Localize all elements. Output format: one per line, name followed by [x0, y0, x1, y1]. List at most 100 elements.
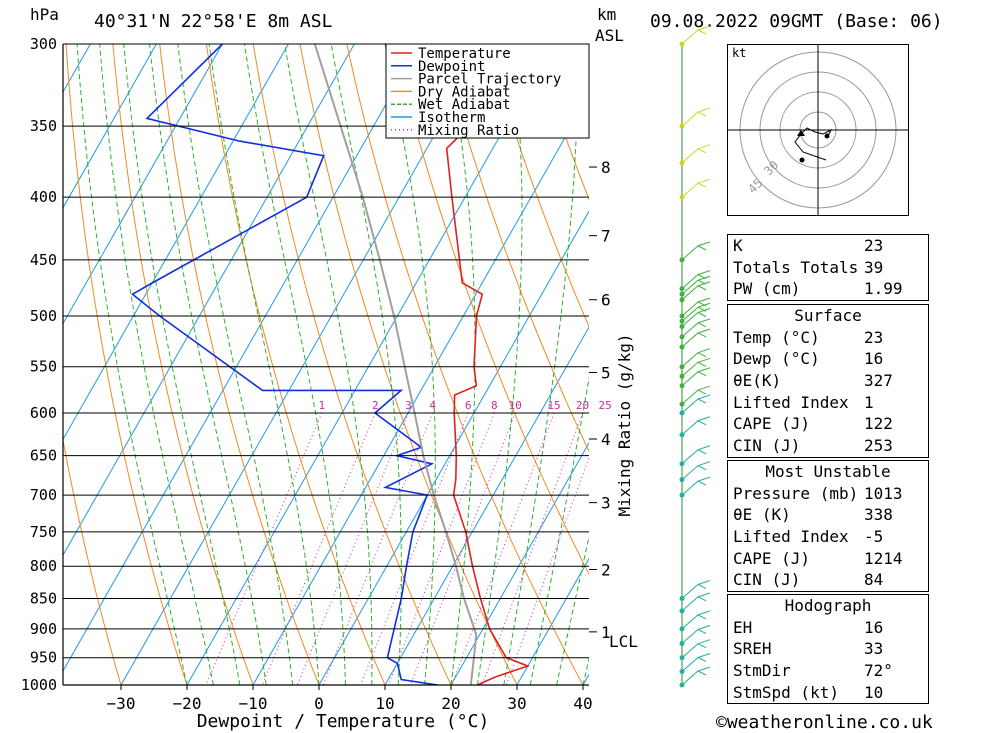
wind-barb	[681, 592, 711, 612]
pressure-tick-label: 850	[30, 589, 57, 607]
pressure-tick-label: 450	[30, 251, 57, 269]
wind-barb	[681, 385, 711, 405]
wind-barb	[681, 107, 711, 127]
pressure-tick-label: 950	[30, 649, 57, 667]
hodo-row: EH 16	[733, 617, 884, 637]
wind-barb	[681, 625, 711, 644]
surface-row: Dewp (°C) 16	[733, 349, 884, 369]
legend-entry: Temperature	[418, 46, 511, 62]
legend-entry: Dewpoint	[418, 59, 485, 75]
wind-barbs	[679, 25, 711, 688]
isotherm-line	[63, 44, 223, 325]
km-label: km	[597, 5, 617, 24]
x-tick-label: −30	[107, 694, 136, 713]
mu-row: Lifted Index -5	[733, 527, 884, 547]
x-tick-label: 10	[375, 694, 394, 713]
wind-barb	[681, 297, 711, 317]
mixing-ratio-line	[409, 412, 516, 685]
wind-barb	[681, 348, 711, 368]
hodo-row: SREH 33	[733, 639, 884, 659]
wet-adiabat-line	[284, 44, 373, 685]
pressure-tick-label: 400	[30, 188, 57, 206]
mixing-ratio-label: 1	[319, 399, 326, 412]
dewpoint-line	[131, 44, 438, 685]
wet-adiabat-line	[476, 44, 523, 685]
wind-barb	[681, 394, 711, 414]
legend-entry: Mixing Ratio	[418, 123, 519, 139]
wind-barb	[681, 318, 711, 338]
wet-adiabat-line	[330, 44, 402, 685]
wet-adiabat-line	[556, 534, 589, 685]
wet-adiabat-line	[123, 44, 241, 685]
mu-row: CIN (J) 84	[733, 570, 884, 590]
wind-barb	[681, 275, 711, 295]
credit-link[interactable]: ©weatheronline.co.uk	[716, 712, 933, 733]
wet-adiabat-line	[384, 44, 436, 685]
surface-row: Temp (°C) 23	[733, 327, 884, 347]
wind-barb	[681, 367, 711, 387]
dry-adiabat-line	[159, 44, 320, 685]
wind-barb	[681, 302, 711, 322]
mixing-ratio-label: 6	[465, 399, 472, 412]
pressure-tick-label: 550	[30, 358, 57, 376]
wind-barb	[681, 328, 711, 348]
wind-barb	[681, 445, 711, 465]
axes: 1 2 3 4 6 8 10 15 20 2530035040045050055060065070…	[21, 35, 638, 732]
pressure-tick-label: 900	[30, 620, 57, 638]
mixing-ratio-line	[505, 456, 589, 685]
datetime-title: 09.08.2022 09GMT (Base: 06)	[650, 11, 943, 32]
hodograph-point	[824, 133, 830, 139]
lcl-label: LCL	[609, 632, 638, 651]
pressure-tick-label: 750	[30, 523, 57, 541]
pressure-tick-label: 350	[30, 117, 57, 135]
hodograph-unit-label: kt	[732, 46, 746, 60]
wind-barb	[681, 25, 711, 45]
isotherm-line	[63, 44, 421, 672]
surface-row: CIN (J) 253	[733, 436, 893, 456]
mixing-ratio-label: 8	[491, 399, 498, 412]
surface-row: Lifted Index 1	[733, 392, 874, 412]
wind-barb	[681, 639, 711, 659]
mu-row: θE (K) 338	[733, 505, 893, 525]
x-axis-title: Dewpoint / Temperature (°C)	[197, 711, 490, 732]
wind-barb	[681, 144, 711, 164]
km-tick-label: 4	[601, 430, 611, 449]
dry-adiabat-line	[439, 44, 589, 453]
mu-row: CAPE (J) 1214	[733, 548, 903, 568]
mixing-ratio-line	[387, 412, 495, 685]
km-tick-label: 5	[601, 363, 611, 382]
dry-adiabat-line	[346, 44, 584, 685]
wind-barb	[681, 610, 711, 630]
wet-adiabat-line	[208, 44, 320, 685]
surface-row: CAPE (J) 122	[733, 414, 893, 434]
legend-entry: Dry Adiabat	[418, 84, 511, 100]
hodo-row: StmSpd (kt) 10	[733, 682, 884, 702]
x-tick-label: 20	[441, 694, 460, 713]
surface-title: Surface	[794, 306, 862, 325]
wind-barb	[681, 461, 711, 481]
isotherm-line	[120, 44, 487, 685]
index-row-k: K 23	[733, 236, 884, 255]
mixing-ratio-line	[205, 412, 323, 685]
mixing-ratio-axis-title: Mixing Ratio (g/kg)	[615, 333, 634, 516]
wind-barb	[681, 416, 711, 436]
isotherm-line	[63, 44, 157, 209]
legend-entry: Isotherm	[418, 110, 485, 126]
wind-barb	[681, 579, 711, 599]
hodograph-point	[799, 157, 805, 163]
km-tick-label: 1	[601, 623, 611, 642]
pressure-tick-label: 650	[30, 447, 57, 465]
isotherm-line	[450, 441, 589, 685]
index-row-pw: PW (cm) 1.99	[733, 279, 903, 299]
isotherm-line	[252, 94, 589, 685]
wind-barb	[681, 357, 711, 377]
pressure-tick-label: 700	[30, 486, 57, 504]
most-unstable-table: Most Unstable Pressure (mb) 1013 θE (K) 33…	[727, 460, 929, 593]
dry-adiabat-line	[486, 44, 589, 328]
mixing-ratio-line	[451, 412, 555, 685]
hodograph-title: Hodograph	[784, 596, 872, 615]
mixing-ratio-label: 10	[508, 399, 521, 412]
